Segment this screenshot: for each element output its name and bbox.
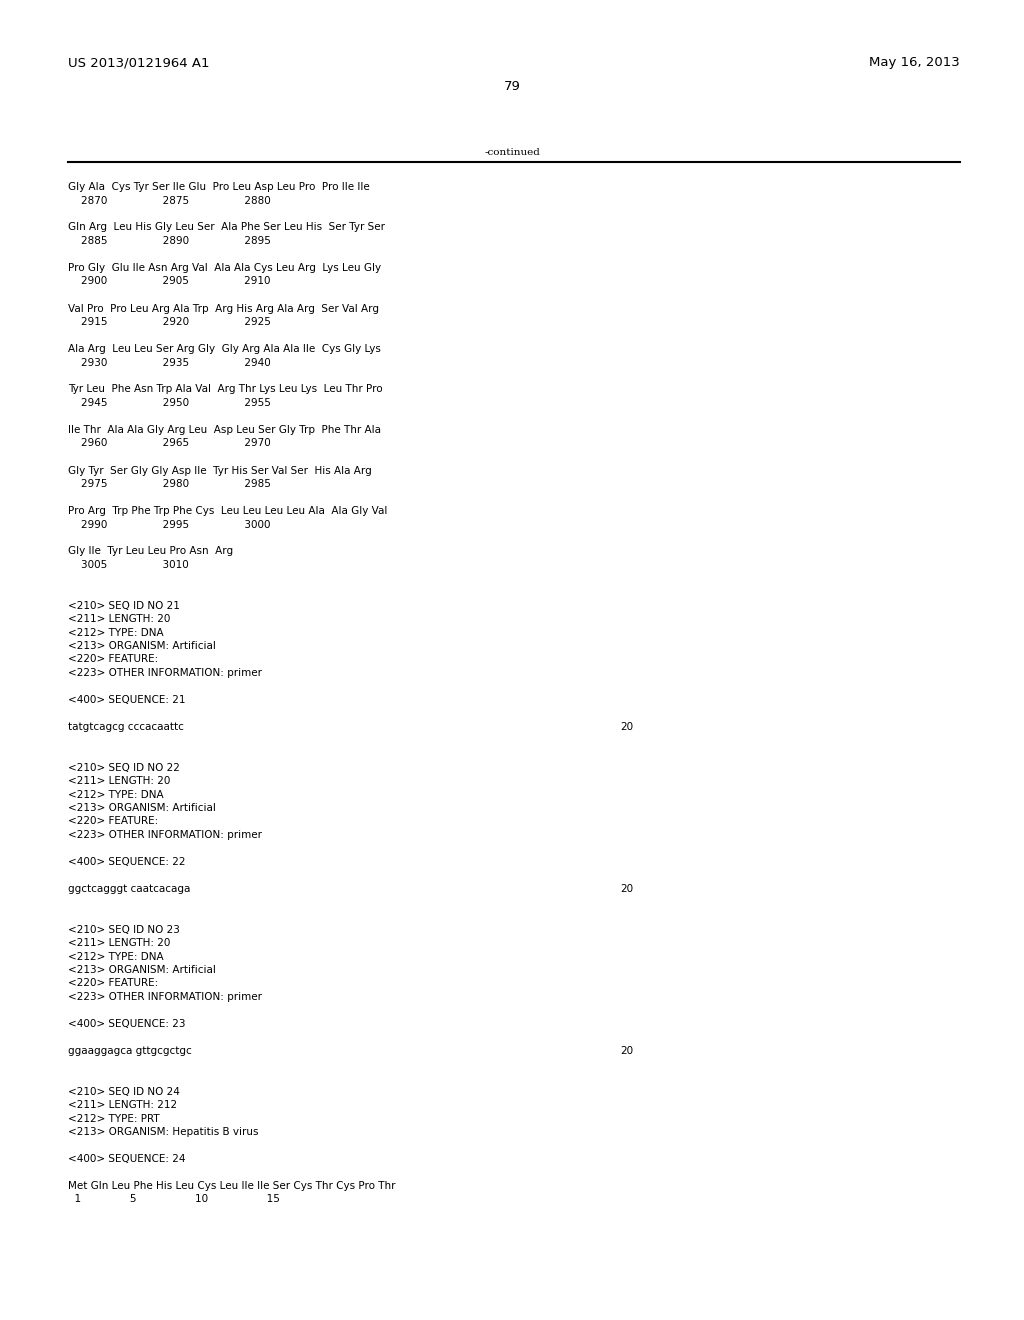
Text: Val Pro  Pro Leu Arg Ala Trp  Arg His Arg Ala Arg  Ser Val Arg: Val Pro Pro Leu Arg Ala Trp Arg His Arg … [68,304,379,314]
Text: <210> SEQ ID NO 21: <210> SEQ ID NO 21 [68,601,180,610]
Text: US 2013/0121964 A1: US 2013/0121964 A1 [68,55,210,69]
Text: Met Gln Leu Phe His Leu Cys Leu Ile Ile Ser Cys Thr Cys Pro Thr: Met Gln Leu Phe His Leu Cys Leu Ile Ile … [68,1181,395,1191]
Text: 20: 20 [620,722,633,733]
Text: <211> LENGTH: 20: <211> LENGTH: 20 [68,776,170,785]
Text: 2960                 2965                 2970: 2960 2965 2970 [68,438,270,449]
Text: <213> ORGANISM: Artificial: <213> ORGANISM: Artificial [68,642,216,651]
Text: ggctcagggt caatcacaga: ggctcagggt caatcacaga [68,884,190,894]
Text: 3005                 3010: 3005 3010 [68,560,188,570]
Text: <210> SEQ ID NO 24: <210> SEQ ID NO 24 [68,1086,180,1097]
Text: 20: 20 [620,884,633,894]
Text: <213> ORGANISM: Artificial: <213> ORGANISM: Artificial [68,803,216,813]
Text: <212> TYPE: DNA: <212> TYPE: DNA [68,952,164,961]
Text: May 16, 2013: May 16, 2013 [869,55,961,69]
Text: <223> OTHER INFORMATION: primer: <223> OTHER INFORMATION: primer [68,993,262,1002]
Text: <400> SEQUENCE: 22: <400> SEQUENCE: 22 [68,857,185,867]
Text: <400> SEQUENCE: 21: <400> SEQUENCE: 21 [68,696,185,705]
Text: <223> OTHER INFORMATION: primer: <223> OTHER INFORMATION: primer [68,668,262,678]
Text: 2990                 2995                 3000: 2990 2995 3000 [68,520,270,529]
Text: <210> SEQ ID NO 23: <210> SEQ ID NO 23 [68,924,180,935]
Text: <223> OTHER INFORMATION: primer: <223> OTHER INFORMATION: primer [68,830,262,840]
Text: <212> TYPE: DNA: <212> TYPE: DNA [68,789,164,800]
Text: Pro Arg  Trp Phe Trp Phe Cys  Leu Leu Leu Leu Ala  Ala Gly Val: Pro Arg Trp Phe Trp Phe Cys Leu Leu Leu … [68,506,387,516]
Text: <210> SEQ ID NO 22: <210> SEQ ID NO 22 [68,763,180,772]
Text: -continued: -continued [484,148,540,157]
Text: 2900                 2905                 2910: 2900 2905 2910 [68,276,270,286]
Text: <211> LENGTH: 20: <211> LENGTH: 20 [68,939,170,948]
Text: 1               5                  10                  15: 1 5 10 15 [68,1195,280,1204]
Text: ggaaggagca gttgcgctgc: ggaaggagca gttgcgctgc [68,1045,191,1056]
Text: <211> LENGTH: 20: <211> LENGTH: 20 [68,614,170,624]
Text: <212> TYPE: DNA: <212> TYPE: DNA [68,627,164,638]
Text: Ile Thr  Ala Ala Gly Arg Leu  Asp Leu Ser Gly Trp  Phe Thr Ala: Ile Thr Ala Ala Gly Arg Leu Asp Leu Ser … [68,425,381,436]
Text: Ala Arg  Leu Leu Ser Arg Gly  Gly Arg Ala Ala Ile  Cys Gly Lys: Ala Arg Leu Leu Ser Arg Gly Gly Arg Ala … [68,345,381,354]
Text: Gly Ile  Tyr Leu Leu Pro Asn  Arg: Gly Ile Tyr Leu Leu Pro Asn Arg [68,546,233,557]
Text: 20: 20 [620,1045,633,1056]
Text: <211> LENGTH: 212: <211> LENGTH: 212 [68,1100,177,1110]
Text: 2915                 2920                 2925: 2915 2920 2925 [68,317,271,327]
Text: 2945                 2950                 2955: 2945 2950 2955 [68,399,271,408]
Text: <213> ORGANISM: Artificial: <213> ORGANISM: Artificial [68,965,216,975]
Text: <213> ORGANISM: Hepatitis B virus: <213> ORGANISM: Hepatitis B virus [68,1127,258,1137]
Text: 2870                 2875                 2880: 2870 2875 2880 [68,195,270,206]
Text: 2930                 2935                 2940: 2930 2935 2940 [68,358,270,367]
Text: Tyr Leu  Phe Asn Trp Ala Val  Arg Thr Lys Leu Lys  Leu Thr Pro: Tyr Leu Phe Asn Trp Ala Val Arg Thr Lys … [68,384,383,395]
Text: Gly Ala  Cys Tyr Ser Ile Glu  Pro Leu Asp Leu Pro  Pro Ile Ile: Gly Ala Cys Tyr Ser Ile Glu Pro Leu Asp … [68,182,370,191]
Text: tatgtcagcg cccacaattc: tatgtcagcg cccacaattc [68,722,184,733]
Text: 2975                 2980                 2985: 2975 2980 2985 [68,479,271,488]
Text: <220> FEATURE:: <220> FEATURE: [68,978,159,989]
Text: <220> FEATURE:: <220> FEATURE: [68,655,159,664]
Text: Gly Tyr  Ser Gly Gly Asp Ile  Tyr His Ser Val Ser  His Ala Arg: Gly Tyr Ser Gly Gly Asp Ile Tyr His Ser … [68,466,372,475]
Text: Pro Gly  Glu Ile Asn Arg Val  Ala Ala Cys Leu Arg  Lys Leu Gly: Pro Gly Glu Ile Asn Arg Val Ala Ala Cys … [68,263,381,273]
Text: 2885                 2890                 2895: 2885 2890 2895 [68,236,271,246]
Text: <400> SEQUENCE: 23: <400> SEQUENCE: 23 [68,1019,185,1030]
Text: 79: 79 [504,81,520,92]
Text: <220> FEATURE:: <220> FEATURE: [68,817,159,826]
Text: <212> TYPE: PRT: <212> TYPE: PRT [68,1114,160,1123]
Text: <400> SEQUENCE: 24: <400> SEQUENCE: 24 [68,1154,185,1164]
Text: Gln Arg  Leu His Gly Leu Ser  Ala Phe Ser Leu His  Ser Tyr Ser: Gln Arg Leu His Gly Leu Ser Ala Phe Ser … [68,223,385,232]
